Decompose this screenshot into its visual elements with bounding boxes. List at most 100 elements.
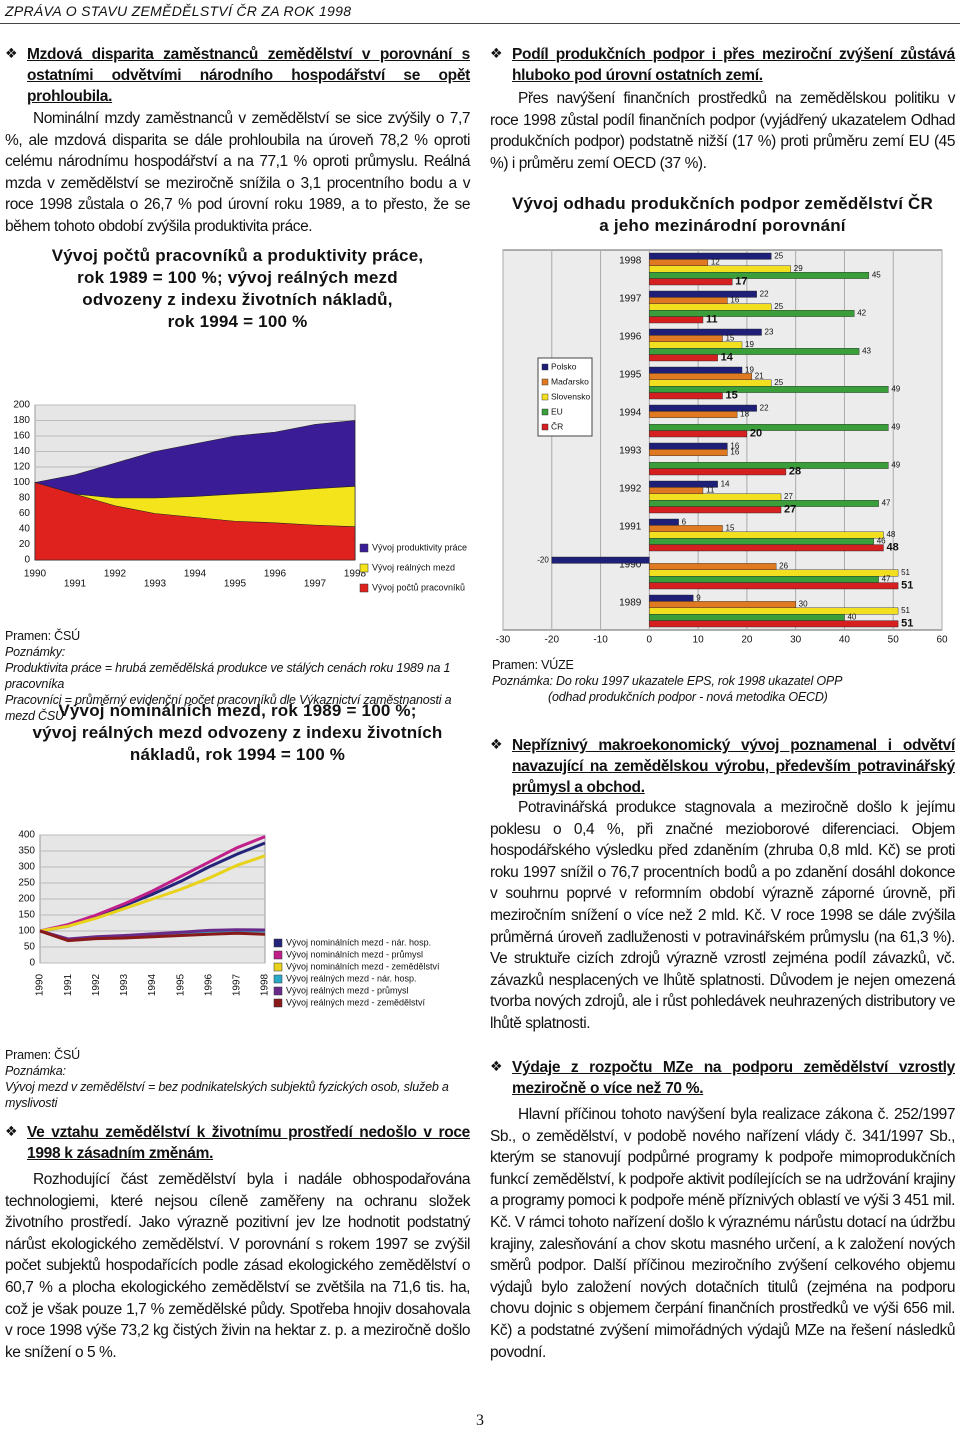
chart-title: Vývoj nominálních mezd, rok 1989 = 100 %… xyxy=(5,700,470,766)
notes-label: Poznámky: xyxy=(5,645,66,659)
category-label: 1991 xyxy=(619,522,642,533)
bar xyxy=(649,468,787,476)
value-label: 43 xyxy=(862,347,871,356)
value-label: 19 xyxy=(745,365,754,374)
value-label: 19 xyxy=(745,340,754,349)
bar xyxy=(649,531,884,539)
x-tick-label: 1995 xyxy=(175,973,186,996)
value-label: 9 xyxy=(696,593,701,602)
legend-label: Vývoj reálných mezd - nár. hosp. xyxy=(286,973,417,983)
bar xyxy=(649,563,777,570)
bar xyxy=(649,430,748,438)
source: Pramen: VÚZE xyxy=(492,658,574,672)
x-tick-label: 1992 xyxy=(104,569,127,580)
x-tick-label: 30 xyxy=(790,635,802,646)
category-label: 1992 xyxy=(619,484,642,495)
x-tick-label: 60 xyxy=(936,635,948,646)
bar xyxy=(649,544,884,552)
bar xyxy=(649,525,723,532)
note: Poznámka: Do roku 1997 ukazatele EPS, ro… xyxy=(492,674,843,688)
y-tick-label: 180 xyxy=(13,415,30,426)
y-tick-label: 80 xyxy=(19,493,31,504)
value-label: 28 xyxy=(789,466,801,478)
y-tick-label: 100 xyxy=(13,477,30,488)
y-tick-label: 200 xyxy=(18,894,35,905)
legend-label: Vývoj reálných mezd xyxy=(372,562,455,572)
value-label: 20 xyxy=(750,428,762,440)
y-tick-label: 0 xyxy=(24,555,30,566)
value-label: 15 xyxy=(726,524,735,533)
y-tick-label: 150 xyxy=(18,910,35,921)
title-line: nákladů, rok 1994 = 100 % xyxy=(129,745,346,764)
y-tick-label: 140 xyxy=(13,446,30,457)
section-heading: Výdaje z rozpočtu MZe na podporu zeměděl… xyxy=(490,1057,955,1099)
line xyxy=(39,929,266,943)
paragraph: Nominální mzdy zaměstnanců v zemědělství… xyxy=(5,110,470,235)
bar xyxy=(649,493,782,501)
value-label: 25 xyxy=(774,251,783,260)
x-tick-label: 50 xyxy=(888,635,900,646)
header-rule xyxy=(0,23,960,24)
value-label: -20 xyxy=(537,555,549,564)
category-label: 1998 xyxy=(619,256,642,267)
legend-label: Polsko xyxy=(551,361,577,371)
legend-swatch xyxy=(359,583,369,593)
legend-swatch xyxy=(541,378,549,386)
value-label: 16 xyxy=(730,448,739,457)
legend-swatch xyxy=(273,938,283,948)
value-label: 26 xyxy=(779,562,788,571)
category-label: 1993 xyxy=(619,446,642,457)
bar xyxy=(649,506,782,514)
note: Pracovníci = průměrný evidenční počet pr… xyxy=(5,693,452,723)
chart-title: Vývoj odhadu produkčních podpor zeměděls… xyxy=(490,193,955,237)
bar xyxy=(649,366,743,374)
title-line: Vývoj nominálních mezd, rok 1989 = 100 %… xyxy=(58,701,417,720)
x-tick-label: 1996 xyxy=(203,973,214,996)
chart-title: Vývoj počtů pracovníků a produktivity pr… xyxy=(5,245,470,333)
section-heading: Nepříznivý makroekonomický vývoj pozname… xyxy=(490,735,955,798)
chart: 0 50 100 150 200 250 300 350 400 1990 1991 1992 1993… xyxy=(18,830,440,1008)
note: Vývoj mezd v zemědělství = bez podnikate… xyxy=(5,1080,449,1110)
value-label: 51 xyxy=(901,606,910,615)
x-tick-label: 1993 xyxy=(144,579,167,590)
legend-swatch xyxy=(359,543,369,553)
value-label: 49 xyxy=(891,461,900,470)
legend-swatch xyxy=(541,363,549,371)
x-tick-label: 1994 xyxy=(147,973,158,996)
bar xyxy=(649,303,772,311)
category-label: 1997 xyxy=(619,294,642,305)
title-line: Vývoj počtů pracovníků a produktivity pr… xyxy=(51,246,424,265)
x-tick-label: 1990 xyxy=(35,973,46,996)
legend-swatch xyxy=(273,986,283,996)
value-label: 46 xyxy=(877,537,886,546)
title-line: Vývoj odhadu produkčních podpor zeměděls… xyxy=(511,194,934,213)
bar xyxy=(649,449,728,456)
category-label: 1995 xyxy=(619,370,642,381)
bar xyxy=(649,594,694,602)
notes-label: Poznámka: xyxy=(5,1064,66,1078)
bar xyxy=(649,335,723,343)
value-label: 14 xyxy=(721,352,734,364)
x-tick-label: 1996 xyxy=(264,569,287,580)
bar xyxy=(649,290,757,298)
bar xyxy=(649,576,879,583)
legend-swatch xyxy=(273,998,283,1008)
bar xyxy=(649,341,743,349)
legend-label: Vývoj nominálních mezd - nár. hosp. xyxy=(286,937,431,947)
line xyxy=(39,835,266,933)
value-label: 29 xyxy=(794,264,803,273)
legend-swatch xyxy=(541,408,549,416)
title-line: rok 1994 = 100 % xyxy=(167,312,308,331)
bar xyxy=(649,328,762,336)
x-tick-label: 0 xyxy=(647,635,653,646)
chart-source: Pramen: ČSÚ Poznámka: Vývoj mezd v zeměd… xyxy=(5,1047,470,1111)
paragraph: Potravinářská produkce stagnovala a mezi… xyxy=(490,799,955,1032)
bar xyxy=(649,265,791,273)
line xyxy=(39,928,266,941)
value-label: 47 xyxy=(882,575,891,584)
category-label: 1994 xyxy=(619,408,642,419)
source: Pramen: ČSÚ xyxy=(5,1048,80,1062)
y-tick-label: 250 xyxy=(18,878,35,889)
bar xyxy=(649,411,738,418)
